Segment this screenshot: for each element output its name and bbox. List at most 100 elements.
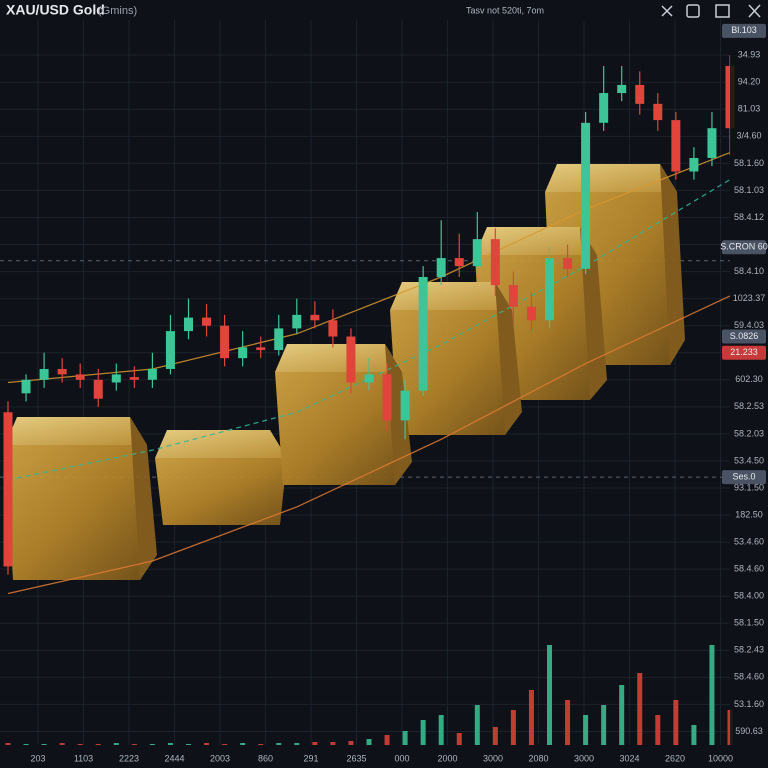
- volume-bar: [330, 742, 336, 745]
- price-tag: [722, 345, 766, 360]
- volume-bar: [655, 715, 661, 745]
- y-tick-label: 58.2.53: [734, 401, 764, 411]
- gold-bar: [390, 282, 522, 435]
- volume-bar: [366, 739, 372, 745]
- candle-body: [617, 84, 627, 94]
- volume-bar: [492, 727, 498, 745]
- header-note: Tasv not 520ti, 7om: [466, 5, 544, 15]
- price-tag-label: Bl.103: [731, 25, 757, 35]
- y-tick-label: 1023.37: [733, 293, 766, 303]
- y-tick-label: 58.2.43: [734, 645, 764, 655]
- volume-bar: [384, 735, 390, 745]
- y-tick-label: 58.4.12: [734, 212, 764, 222]
- candle-body: [581, 122, 591, 269]
- candle-body: [328, 320, 338, 337]
- y-tick-label: 58.1.03: [734, 185, 764, 195]
- candle-body: [75, 374, 85, 380]
- candle-body: [292, 314, 302, 329]
- volume-bar: [565, 700, 571, 745]
- candle-body: [256, 347, 266, 351]
- screenshot-icon[interactable]: [715, 4, 730, 18]
- volume-bar: [510, 710, 516, 745]
- y-tick-label: 58.2.03: [734, 428, 764, 438]
- candle-body: [671, 120, 681, 172]
- candle-body: [382, 374, 392, 421]
- volume-bar: [95, 744, 101, 745]
- candle-body: [93, 379, 103, 399]
- y-tick-label: 590.63: [735, 726, 763, 736]
- x-tick-label: 203: [30, 753, 45, 763]
- y-tick-label: 3/4.60: [736, 131, 761, 141]
- settings-icon[interactable]: [686, 4, 700, 18]
- volume-bar: [294, 743, 300, 745]
- y-tick-label: 58.4.60: [734, 672, 764, 682]
- candle-body: [707, 128, 717, 158]
- candle-body: [563, 258, 573, 269]
- x-tick-label: 2444: [164, 753, 184, 763]
- volume-bar: [5, 743, 11, 745]
- gold-bar: [5, 417, 157, 580]
- volume-bar: [41, 744, 47, 745]
- axis-panel: [730, 20, 768, 750]
- candle-body: [418, 276, 428, 391]
- volume-bar: [258, 744, 264, 745]
- x-tick-label: 2635: [346, 753, 366, 763]
- y-tick-label: 58.4.10: [734, 266, 764, 276]
- candle-body: [635, 84, 645, 104]
- price-tag: [722, 240, 766, 255]
- volume-bar: [77, 744, 83, 745]
- x-tick-label: 3000: [483, 753, 503, 763]
- y-tick-label: 34.93: [738, 50, 761, 60]
- x-tick-label: 1103: [74, 753, 93, 763]
- x-tick-label: 000: [394, 753, 409, 763]
- pin-icon[interactable]: [661, 5, 673, 17]
- volume-bar: [601, 705, 607, 745]
- y-tick-label: 58.4.00: [734, 591, 764, 601]
- candle-body: [238, 347, 248, 359]
- y-tick-label: 94.20: [738, 77, 761, 87]
- volume-bar: [312, 742, 318, 745]
- toolbar: [661, 4, 761, 18]
- x-tick-label: 2620: [665, 753, 685, 763]
- y-tick-label: 93.1.50: [734, 482, 764, 492]
- trend-line: [7, 295, 731, 595]
- volume-bar: [438, 715, 444, 745]
- volume-bar: [709, 645, 715, 745]
- chart-subtitle: (Gmins): [98, 5, 137, 17]
- chart-title: XAU/USD Gold: [6, 2, 105, 18]
- candle-body: [508, 285, 518, 307]
- volume-bar: [149, 744, 155, 745]
- candle-body: [490, 239, 500, 286]
- candle-body: [202, 317, 212, 326]
- price-tag: [722, 329, 766, 344]
- gold-bar: [155, 430, 287, 525]
- x-tick-label: 3024: [619, 753, 639, 763]
- volume-bar: [204, 743, 210, 745]
- volume-bar: [186, 744, 191, 745]
- x-tick-label: 2003: [210, 753, 230, 763]
- candle-body: [165, 331, 175, 369]
- x-tick-label: 2000: [437, 753, 457, 763]
- volume-bar: [222, 744, 228, 745]
- price-tag-label: S.CRON 60: [720, 242, 768, 252]
- candle-body: [653, 103, 663, 121]
- volume-bar: [691, 725, 697, 745]
- volume-bar: [113, 743, 119, 745]
- volume-bar: [474, 705, 480, 745]
- candle-body: [184, 317, 193, 332]
- volume-bar: [348, 741, 354, 745]
- candle-body: [111, 374, 121, 383]
- candle-body: [220, 325, 230, 359]
- x-tick-label: 860: [258, 753, 273, 763]
- y-tick-label: 81.03: [738, 104, 761, 114]
- y-tick-label: 58.1.50: [734, 618, 764, 628]
- candle-body: [57, 368, 67, 375]
- x-tick-label: 3000: [574, 753, 594, 763]
- price-tag: [722, 23, 766, 38]
- volume-bar: [637, 673, 643, 745]
- candle-body: [545, 258, 554, 321]
- y-tick-label: 602.30: [735, 374, 763, 384]
- close-icon[interactable]: [748, 4, 761, 18]
